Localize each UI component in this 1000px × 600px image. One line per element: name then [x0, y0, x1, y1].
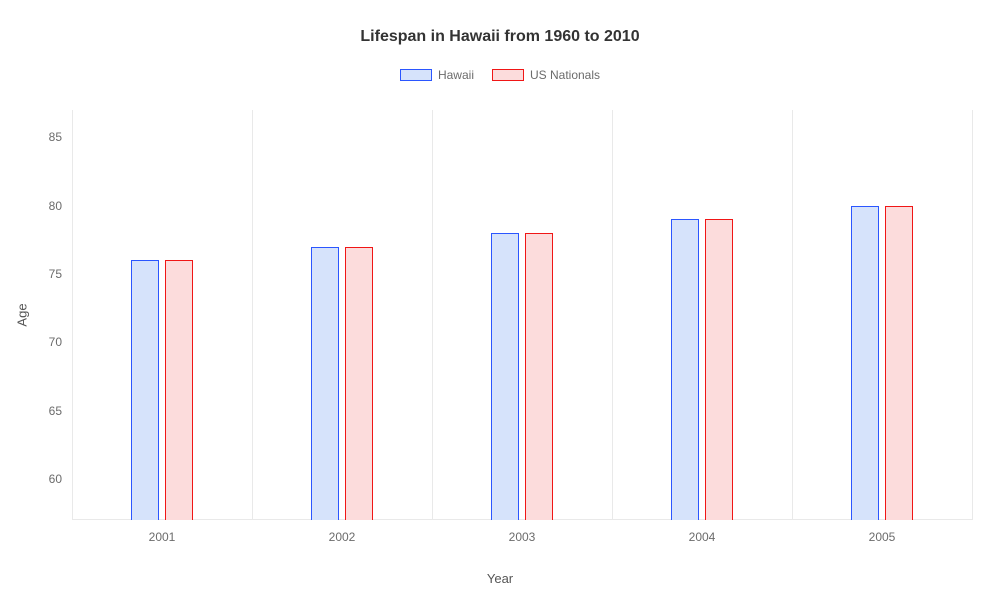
legend-swatch [492, 69, 524, 81]
x-tick-label: 2004 [689, 520, 716, 544]
legend-label: Hawaii [438, 68, 474, 82]
bar[interactable] [131, 260, 159, 520]
gridline [972, 110, 973, 520]
y-tick-label: 80 [49, 199, 72, 213]
y-tick-label: 60 [49, 472, 72, 486]
chart-title: Lifespan in Hawaii from 1960 to 2010 [0, 0, 1000, 46]
x-tick-label: 2002 [329, 520, 356, 544]
legend: Hawaii US Nationals [0, 68, 1000, 82]
y-tick-label: 75 [49, 267, 72, 281]
gridline [72, 110, 73, 520]
legend-label: US Nationals [530, 68, 600, 82]
x-tick-label: 2003 [509, 520, 536, 544]
bar[interactable] [671, 219, 699, 520]
bar[interactable] [345, 247, 373, 520]
y-tick-label: 70 [49, 335, 72, 349]
gridline [792, 110, 793, 520]
x-axis-line [72, 519, 972, 520]
legend-item[interactable]: US Nationals [492, 68, 600, 82]
y-tick-label: 85 [49, 130, 72, 144]
legend-item[interactable]: Hawaii [400, 68, 474, 82]
y-tick-label: 65 [49, 404, 72, 418]
bar[interactable] [851, 206, 879, 520]
bar[interactable] [491, 233, 519, 520]
y-axis-title: Age [15, 303, 30, 326]
plot-area: 60657075808520012002200320042005 [72, 110, 972, 520]
x-axis-title: Year [487, 571, 513, 586]
bar[interactable] [885, 206, 913, 520]
bar[interactable] [165, 260, 193, 520]
bar[interactable] [525, 233, 553, 520]
x-tick-label: 2001 [149, 520, 176, 544]
bar[interactable] [311, 247, 339, 520]
bar[interactable] [705, 219, 733, 520]
x-tick-label: 2005 [869, 520, 896, 544]
gridline [252, 110, 253, 520]
gridline [432, 110, 433, 520]
legend-swatch [400, 69, 432, 81]
gridline [612, 110, 613, 520]
